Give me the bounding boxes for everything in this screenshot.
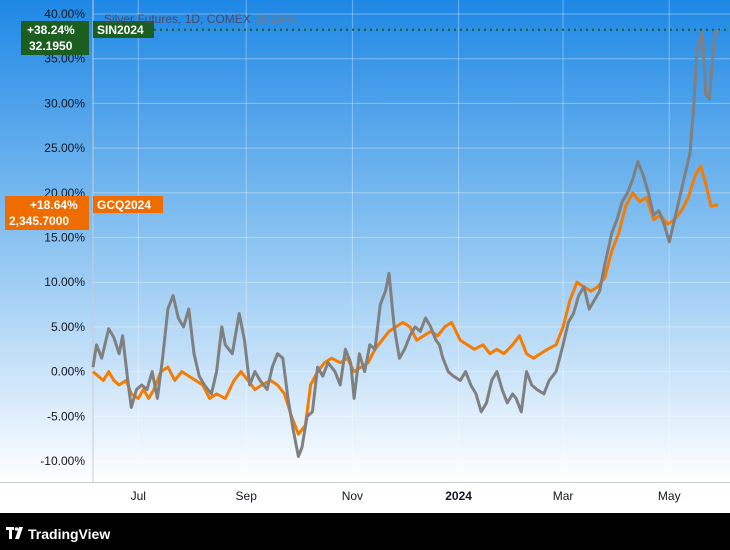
tradingview-brand-label[interactable]: TradingView xyxy=(28,526,111,542)
chart-title-text: Silver Futures, 1D, COMEX xyxy=(104,12,251,26)
silver-badge-price-box xyxy=(21,21,89,55)
series-line-sin2024 xyxy=(91,29,720,458)
chart-title: Silver Futures, 1D, COMEX 38.24% xyxy=(104,12,295,26)
silver-badge-symbol: SIN2024 xyxy=(97,23,144,37)
y-tick-label: 40.00% xyxy=(44,7,85,21)
y-tick-label: 0.00% xyxy=(51,365,85,379)
y-tick-label: 35.00% xyxy=(44,52,85,66)
x-tick-label: Nov xyxy=(342,489,363,503)
gold-badge-price: 2,345.7000 xyxy=(9,214,69,228)
gold-badge: +18.64% 2,345.7000 GCQ2024 xyxy=(5,196,163,230)
time-axis: Jul Sep Nov 2024 Mar May xyxy=(131,489,681,503)
gold-badge-symbol: GCQ2024 xyxy=(97,198,151,212)
silver-badge-price: 32.1950 xyxy=(29,39,73,53)
x-tick-label: Mar xyxy=(553,489,574,503)
silver-badge-symbol-box xyxy=(93,21,154,38)
y-tick-label: 15.00% xyxy=(44,231,85,245)
silver-badge: +38.24% 32.1950 SIN2024 xyxy=(21,21,154,55)
price-axis-background xyxy=(0,0,93,482)
series-line-gcq2024 xyxy=(92,164,719,436)
x-tick-label: 2024 xyxy=(445,489,472,503)
time-axis-background xyxy=(0,482,730,513)
plot-background xyxy=(93,0,730,482)
x-tick-label: May xyxy=(658,489,681,503)
gold-badge-pct: +18.64% xyxy=(30,198,78,212)
silver-badge-pct: +38.24% xyxy=(27,23,75,37)
y-tick-label: 10.00% xyxy=(44,275,85,289)
chart-title-change: 38.24% xyxy=(254,12,296,26)
y-tick-label: 25.00% xyxy=(44,141,85,155)
footer-bar xyxy=(0,513,730,550)
y-tick-label: 30.00% xyxy=(44,96,85,110)
gold-badge-symbol-box xyxy=(93,196,163,213)
tradingview-logo-icon[interactable] xyxy=(6,527,26,539)
y-tick-label: -10.00% xyxy=(40,454,85,468)
y-tick-label: -5.00% xyxy=(47,409,85,423)
y-tick-label: 5.00% xyxy=(51,320,85,334)
x-tick-label: Sep xyxy=(236,489,258,503)
x-tick-label: Jul xyxy=(131,489,146,503)
gold-badge-price-box xyxy=(5,196,89,230)
